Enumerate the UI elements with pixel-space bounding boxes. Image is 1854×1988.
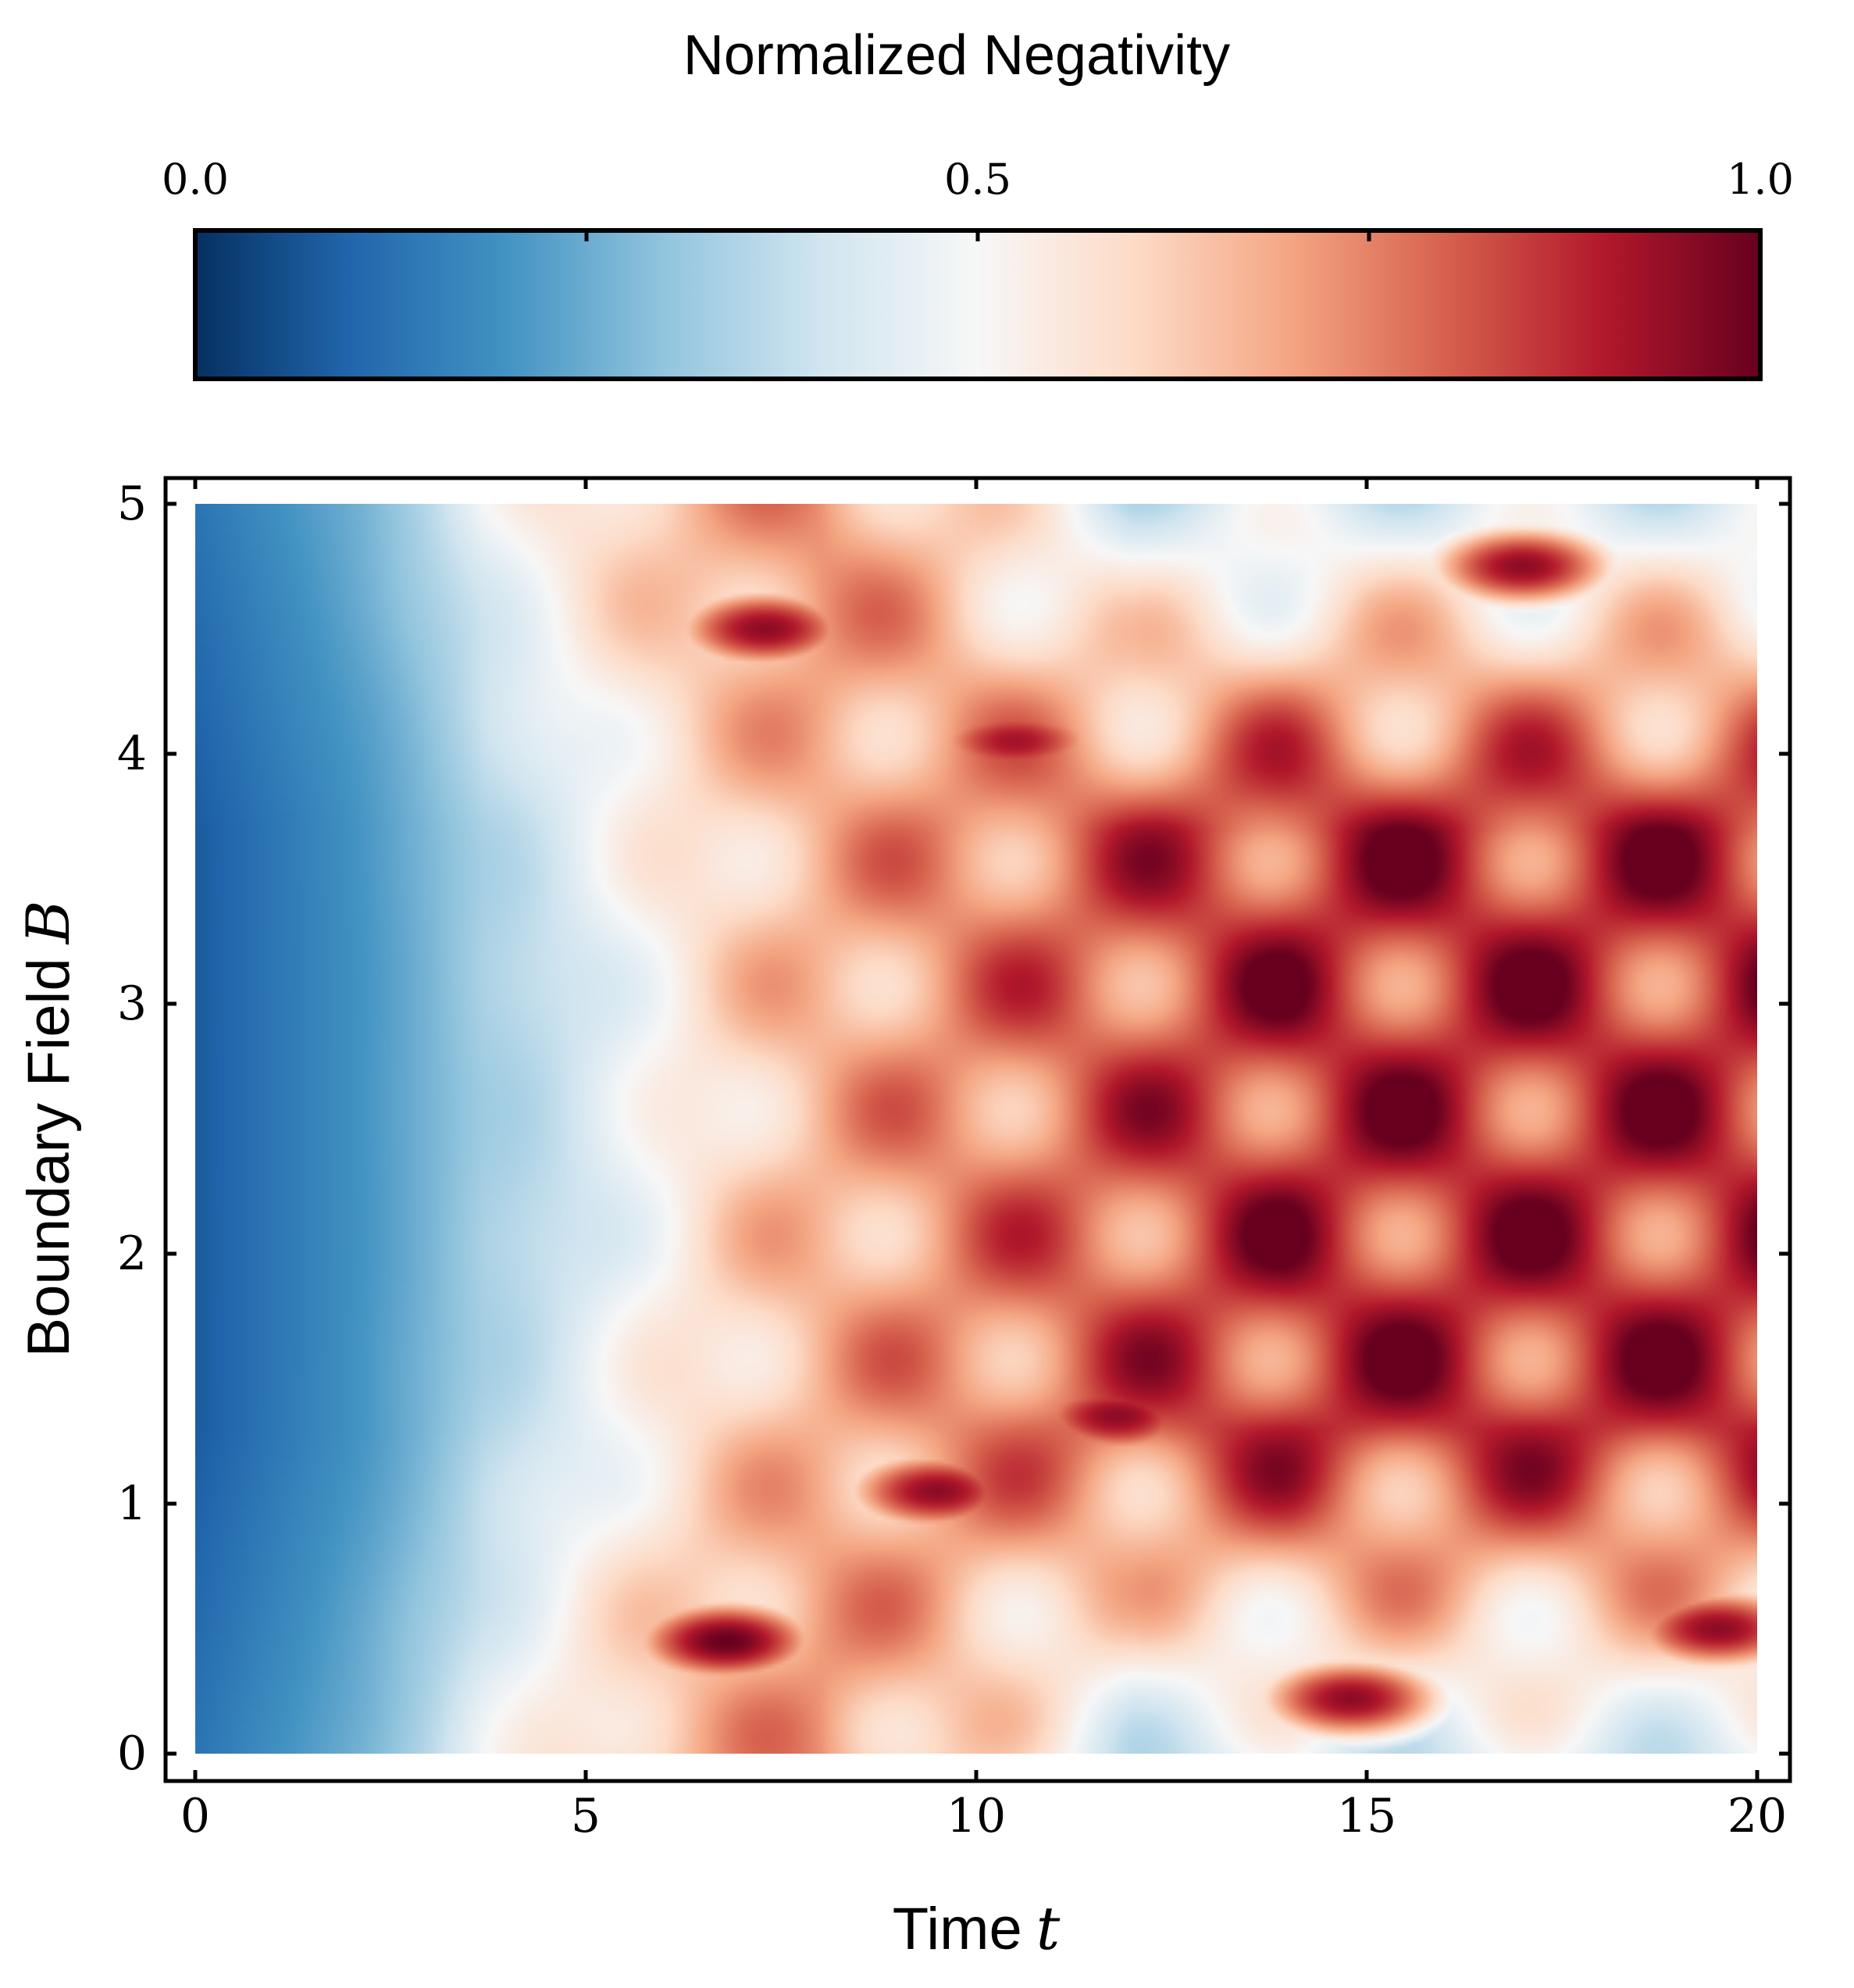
x-ticks: 0 5 10 15 20	[180, 478, 1787, 1843]
x-tick-label: 15	[1337, 1789, 1396, 1843]
colorbar-ticks	[193, 230, 1763, 241]
y-tick-label: 4	[117, 726, 147, 781]
colorbar-tick-label: 0.0	[162, 155, 229, 204]
y-axis-label-symbol: B	[13, 900, 83, 945]
colorbar-title: Normalized Negativity	[683, 24, 1230, 87]
y-tick-label: 2	[117, 1226, 147, 1281]
y-tick-label: 0	[117, 1726, 147, 1781]
x-tick-label: 5	[571, 1789, 601, 1843]
heatmap-image	[195, 504, 1757, 1754]
heatmap	[195, 504, 1757, 1754]
y-tick-label: 5	[117, 476, 147, 531]
x-tick-label: 10	[947, 1789, 1006, 1843]
y-ticks: 0 1 2 3 4 5	[117, 476, 1790, 1781]
colorbar-tick-label: 1.0	[1727, 155, 1794, 204]
y-tick-label: 1	[117, 1476, 147, 1531]
y-axis-label-text: Boundary Field	[16, 958, 82, 1357]
x-tick-label: 0	[180, 1789, 210, 1843]
colorbar	[193, 228, 1763, 381]
colorbar-tick-labels: 0.0 0.5 1.0	[162, 155, 1794, 204]
x-tick-label: 20	[1727, 1789, 1787, 1843]
y-tick-label: 3	[117, 976, 147, 1031]
x-axis-label: Time t	[893, 1893, 1061, 1963]
colorbar-tick-label: 0.5	[944, 155, 1011, 204]
x-axis-label-symbol: t	[1036, 1893, 1061, 1963]
y-axis-label: Boundary Field B	[13, 900, 83, 1357]
x-axis-label-text: Time	[893, 1896, 1022, 1962]
